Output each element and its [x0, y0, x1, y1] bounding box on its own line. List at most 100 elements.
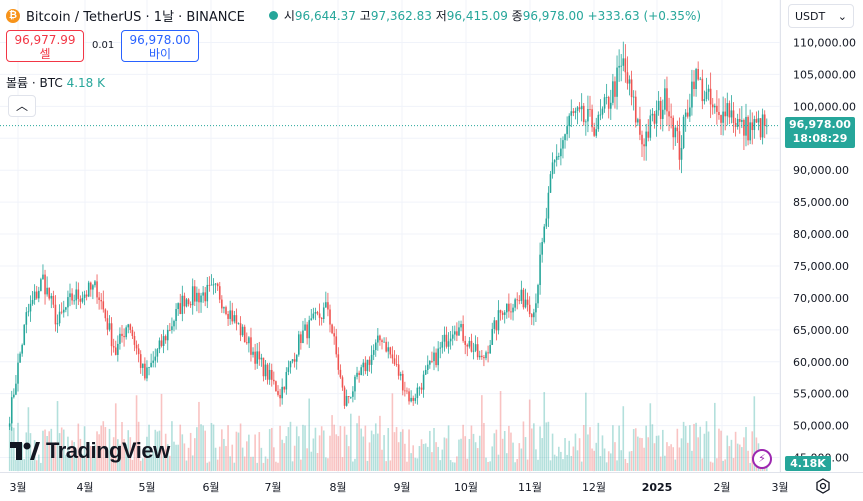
volume-bar — [539, 426, 541, 471]
candle — [603, 93, 606, 113]
price-chart[interactable] — [0, 0, 780, 472]
volume-bar — [526, 459, 529, 471]
candle — [264, 359, 267, 380]
candle — [202, 286, 204, 303]
candle — [13, 388, 15, 399]
candle — [27, 303, 30, 317]
volume-bar — [23, 459, 26, 471]
volume-bar — [104, 427, 107, 471]
volume-bar — [724, 459, 726, 471]
candle — [649, 109, 652, 141]
candle — [541, 237, 543, 263]
volume-bar — [387, 427, 390, 471]
candle — [416, 383, 419, 405]
volume-bar — [445, 438, 448, 471]
volume-bar — [632, 429, 635, 471]
symbol-title[interactable]: Bitcoin / TetherUS · 1날 · BINANCE — [26, 10, 245, 25]
volume-bar — [185, 460, 188, 471]
volume-bar — [485, 457, 487, 471]
ohlc-values: 시96,644.37 고97,362.83 저96,415.09 종96,978… — [284, 7, 701, 24]
settings-gear-icon[interactable] — [815, 478, 831, 494]
volume-bar — [429, 430, 431, 471]
candle — [454, 325, 456, 341]
candle — [680, 135, 683, 174]
volume-bar — [414, 457, 417, 471]
volume-bar — [747, 450, 749, 471]
volume-bar — [377, 433, 379, 471]
volume-bar — [370, 430, 373, 471]
candle — [757, 110, 760, 131]
candle — [356, 366, 358, 380]
time-axis[interactable]: 3월 4월 5월 6월 7월 8월 9월 10월 11월 12월 2025 2월 3월 — [0, 472, 863, 501]
candle — [664, 79, 666, 115]
volume-bar — [516, 459, 518, 471]
candle — [657, 91, 660, 116]
volume-bar — [243, 456, 246, 471]
volume-bar — [597, 422, 600, 471]
volume-bar — [728, 446, 731, 471]
volume-legend[interactable]: 볼륨 · BTC 4.18 K — [6, 74, 105, 91]
tradingview-logo[interactable]: TradingView — [10, 438, 170, 464]
candle — [139, 350, 142, 374]
volume-bar — [300, 459, 302, 471]
volume-bar — [560, 451, 562, 471]
candle — [676, 120, 679, 144]
candle — [298, 330, 300, 357]
lightning-icon[interactable]: ⚡ — [752, 449, 772, 469]
candle — [239, 316, 242, 342]
candle — [516, 292, 518, 310]
currency-selector[interactable]: USDT ⌄ — [788, 4, 854, 28]
buy-button[interactable]: 96,978.00 바이 — [121, 30, 199, 62]
candle — [562, 136, 564, 159]
volume-bar — [395, 427, 398, 471]
volume-bar — [350, 413, 352, 471]
volume-bar — [647, 437, 650, 471]
candle — [258, 341, 261, 366]
volume-bar — [458, 439, 460, 471]
candle — [189, 301, 192, 308]
volume-bar — [308, 398, 310, 471]
candle — [164, 334, 167, 344]
volume-bar — [404, 443, 406, 471]
tradingview-wordmark: TradingView — [46, 438, 170, 463]
candle — [262, 357, 265, 382]
volume-bar — [44, 429, 46, 471]
volume-bar — [210, 422, 213, 471]
spread-value: 0.01 — [92, 40, 115, 51]
candle — [52, 290, 55, 308]
candle — [443, 326, 446, 352]
candle — [102, 290, 105, 313]
candle — [714, 103, 716, 114]
volume-bar — [676, 428, 679, 471]
collapse-legend-button[interactable]: ︿ — [8, 95, 36, 117]
volume-bar — [501, 438, 504, 471]
time-tick-label: 9월 — [393, 481, 410, 494]
volume-bar — [283, 443, 286, 471]
volume-bar — [106, 452, 109, 471]
volume-bar — [512, 442, 514, 471]
volume-bar — [81, 454, 84, 471]
candle — [366, 359, 369, 377]
price-tick-label: 110,000.00 — [793, 37, 856, 50]
sell-button[interactable]: 96,977.99 셀 — [6, 30, 84, 62]
candle — [408, 388, 410, 405]
volume-bar — [530, 428, 533, 471]
volume-bar — [325, 457, 327, 471]
candle — [766, 118, 768, 135]
low-label: 저 — [435, 9, 447, 23]
volume-bar — [703, 433, 706, 471]
candle — [142, 363, 144, 376]
candle — [10, 390, 13, 431]
candle — [304, 318, 306, 331]
volume-bar — [749, 462, 751, 471]
candle — [639, 106, 641, 141]
candle — [181, 285, 184, 322]
candle — [81, 291, 84, 304]
volume-bar — [435, 442, 437, 471]
candle — [291, 359, 294, 364]
price-axis[interactable]: 110,000.00105,000.00100,000.0095,000.009… — [780, 0, 863, 472]
volume-bars — [8, 391, 768, 471]
candle — [726, 92, 729, 126]
volume-bar — [451, 462, 454, 471]
candle — [732, 102, 735, 133]
